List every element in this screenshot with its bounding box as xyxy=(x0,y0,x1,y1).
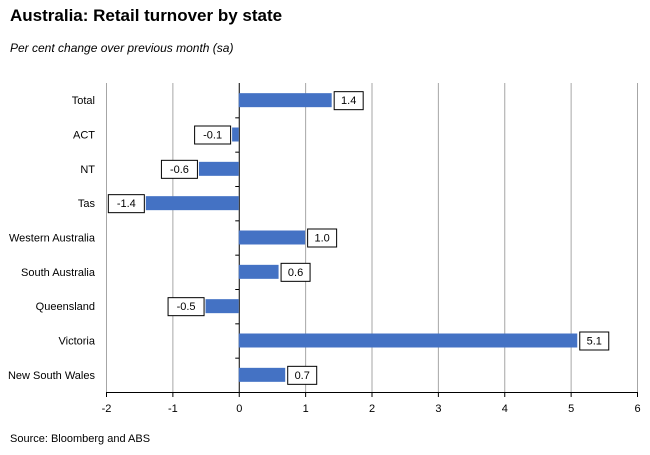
data-label-box xyxy=(160,159,198,179)
data-label-box xyxy=(107,194,145,214)
bar xyxy=(198,161,239,176)
category-label: South Australia xyxy=(21,267,96,279)
data-label: 0.7 xyxy=(295,370,310,382)
bar xyxy=(205,299,239,314)
chart-source: Source: Bloomberg and ABS xyxy=(10,433,151,445)
data-label-box xyxy=(333,91,364,111)
x-tick-label: 4 xyxy=(502,403,508,415)
data-label-box xyxy=(579,331,610,351)
data-label: 0.6 xyxy=(288,267,303,279)
data-label-box xyxy=(167,297,205,317)
category-label: Western Australia xyxy=(9,233,96,245)
bar xyxy=(238,333,578,348)
x-tick-label: -1 xyxy=(168,403,178,415)
bar xyxy=(238,230,306,245)
category-label: Total xyxy=(72,95,95,107)
data-label: 1.4 xyxy=(341,95,356,107)
bar xyxy=(145,196,239,211)
x-tick-label: 2 xyxy=(369,403,375,415)
category-label: NT xyxy=(80,164,95,176)
data-label: -0.6 xyxy=(170,164,189,176)
category-label: Tas xyxy=(78,198,96,210)
data-label: 5.1 xyxy=(587,336,602,348)
x-tick-label: -2 xyxy=(102,403,112,415)
category-label: Victoria xyxy=(59,336,96,348)
bar xyxy=(238,367,286,382)
x-tick-label: 5 xyxy=(568,403,574,415)
bar xyxy=(232,127,239,142)
category-label: Queensland xyxy=(36,301,95,313)
chart-title: Australia: Retail turnover by state xyxy=(10,6,283,25)
data-label: -0.5 xyxy=(177,301,196,313)
category-label: New South Wales xyxy=(8,370,96,382)
data-label: -0.1 xyxy=(203,130,222,142)
x-tick-label: 0 xyxy=(236,403,242,415)
data-label-box xyxy=(194,125,232,145)
x-tick-label: 6 xyxy=(634,403,640,415)
category-label: ACT xyxy=(73,130,95,142)
data-label-box xyxy=(287,365,318,385)
data-label-box xyxy=(280,262,311,282)
x-tick-label: 3 xyxy=(435,403,441,415)
bar xyxy=(238,93,332,108)
data-label-box xyxy=(307,228,338,248)
data-label: 1.0 xyxy=(314,233,329,245)
chart-subtitle: Per cent change over previous month (sa) xyxy=(10,41,234,55)
bar xyxy=(238,264,279,279)
x-tick-label: 1 xyxy=(303,403,309,415)
data-label: -1.4 xyxy=(117,198,136,210)
